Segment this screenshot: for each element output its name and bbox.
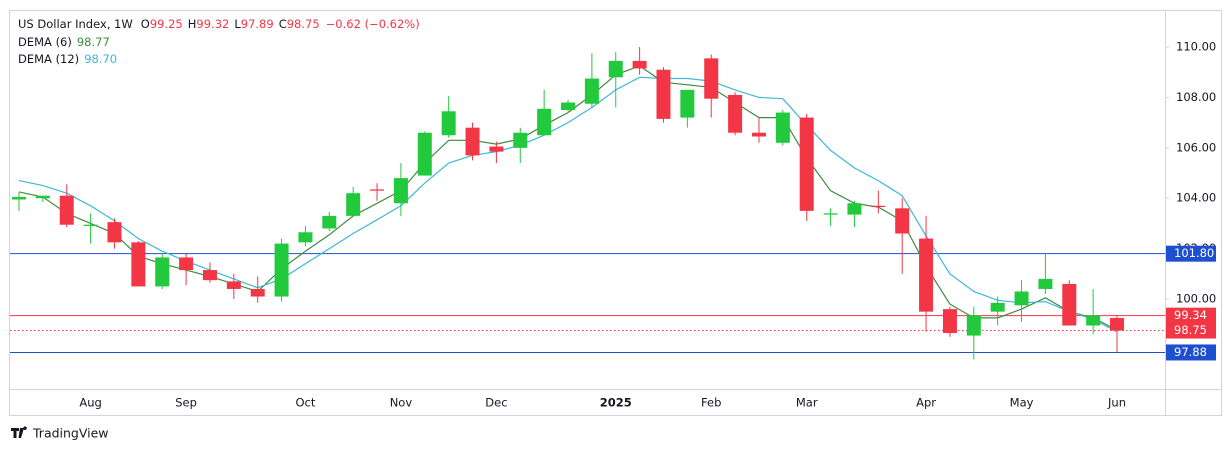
candle-body (1110, 317, 1125, 331)
candle-body (704, 58, 719, 99)
candle-body (1014, 291, 1029, 306)
indicator-line (18, 76, 1118, 333)
candle-body (155, 257, 170, 287)
indicator-line: DEMA (12) 98.70 (18, 52, 117, 66)
price-label-box (1166, 344, 1216, 361)
x-tick-label: Aug (79, 396, 101, 410)
price-label-box (1166, 307, 1216, 324)
price-label: 101.80 (1174, 246, 1214, 260)
candle-body (823, 213, 838, 215)
candle-body (59, 195, 74, 225)
y-tick-label: 110.00 (1176, 40, 1216, 54)
indicator-value: 98.70 (84, 52, 117, 66)
candle-body (513, 132, 528, 148)
candle-body (179, 257, 194, 271)
y-tick-label: 100.00 (1176, 292, 1216, 306)
x-tick-label: Oct (295, 396, 315, 410)
ohlc-value: 98.75 (287, 17, 320, 31)
candle-body (322, 215, 337, 229)
candle-body (35, 195, 50, 199)
candle-body (417, 132, 432, 176)
candle-body (919, 238, 934, 312)
candle-body (728, 94, 743, 133)
candle-body (250, 288, 265, 297)
ohlc-value: 99.32 (196, 17, 229, 31)
price-label: 98.75 (1174, 323, 1207, 337)
candle-body (83, 224, 98, 226)
x-tick-label: Sep (175, 396, 197, 410)
x-tick-label: Apr (916, 396, 936, 410)
x-tick-label: May (1010, 396, 1034, 410)
x-tick-label: Jun (1107, 396, 1126, 410)
candle-body (584, 78, 599, 104)
tradingview-logo: TradingView (11, 426, 109, 441)
candle-body (1062, 283, 1077, 326)
indicator-line: DEMA (6) 98.77 (18, 35, 110, 49)
x-tick-label: Nov (390, 396, 413, 410)
ohlc-value: 97.89 (241, 17, 274, 31)
indicator-line (18, 65, 1118, 331)
candle-body (489, 146, 504, 152)
x-tick-label: 2025 (600, 396, 632, 410)
frame (9, 10, 1222, 416)
x-tick-label: Dec (485, 396, 507, 410)
candle-body (942, 309, 957, 334)
candle-body (799, 117, 814, 211)
candle-body (226, 281, 241, 289)
candle-body (751, 132, 766, 137)
candle-body (441, 111, 456, 136)
symbol-title: US Dollar Index, 1W (18, 17, 133, 31)
y-tick-label: 104.00 (1176, 191, 1216, 205)
indicator-name: DEMA (12) (18, 52, 79, 66)
candle-body (370, 189, 385, 191)
candle-body (107, 222, 122, 243)
price-label: 99.34 (1174, 308, 1207, 322)
candle-body (990, 302, 1005, 312)
indicator-value: 98.77 (77, 35, 110, 49)
candle-body (632, 60, 647, 69)
candle-body (1038, 278, 1053, 289)
y-tick-label: 108.00 (1176, 90, 1216, 104)
candle-body (966, 315, 981, 336)
footer-brand: TradingView (32, 426, 109, 441)
candle-body (274, 243, 289, 297)
candle-body (202, 270, 217, 281)
ohlc-key: C (279, 17, 287, 31)
price-label-box (1166, 245, 1216, 262)
candle-body (1086, 315, 1101, 326)
candle-body (346, 193, 361, 216)
candle-body (775, 112, 790, 143)
x-tick-label: Mar (796, 396, 818, 410)
candle-body (393, 178, 408, 204)
candle-body (895, 208, 910, 234)
candle-body (680, 89, 695, 118)
candle-body (656, 69, 671, 119)
y-tick-label: 106.00 (1176, 140, 1216, 154)
candle-body (465, 127, 480, 156)
price-label: 97.88 (1174, 345, 1207, 359)
price-label-box (1166, 322, 1216, 339)
candle-body (12, 196, 26, 200)
indicator-name: DEMA (6) (18, 35, 72, 49)
x-tick-label: Feb (701, 396, 721, 410)
ohlc-key: L (234, 17, 241, 31)
candle-body (561, 102, 576, 111)
change: −0.62 (−0.62%) (326, 17, 420, 31)
candle-body (608, 60, 623, 78)
candle-body (871, 205, 886, 208)
header-line: US Dollar Index, 1W O99.25 H99.32 L97.89 C98… (18, 17, 420, 31)
ohlc-key: O (141, 17, 150, 31)
candle-body (537, 108, 552, 136)
candle-body (131, 242, 146, 287)
candle-body (298, 232, 313, 243)
ohlc-value: 99.25 (150, 17, 183, 31)
candle-body (847, 203, 862, 215)
ohlc-key: H (188, 17, 197, 31)
